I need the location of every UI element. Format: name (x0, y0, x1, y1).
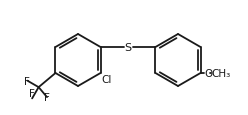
Text: F: F (25, 76, 30, 86)
Text: CH₃: CH₃ (212, 68, 231, 78)
Text: Cl: Cl (101, 74, 112, 84)
Text: S: S (124, 43, 131, 53)
Text: O: O (205, 68, 213, 78)
Text: F: F (29, 89, 35, 99)
Text: F: F (44, 92, 50, 102)
